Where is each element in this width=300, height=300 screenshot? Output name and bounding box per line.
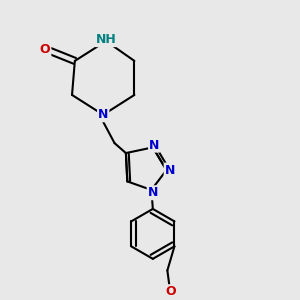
Text: N: N bbox=[165, 164, 175, 177]
Text: N: N bbox=[148, 186, 158, 199]
Text: O: O bbox=[165, 285, 175, 298]
Text: N: N bbox=[149, 139, 159, 152]
Text: O: O bbox=[40, 43, 50, 56]
Text: NH: NH bbox=[96, 33, 116, 46]
Text: N: N bbox=[98, 108, 108, 121]
